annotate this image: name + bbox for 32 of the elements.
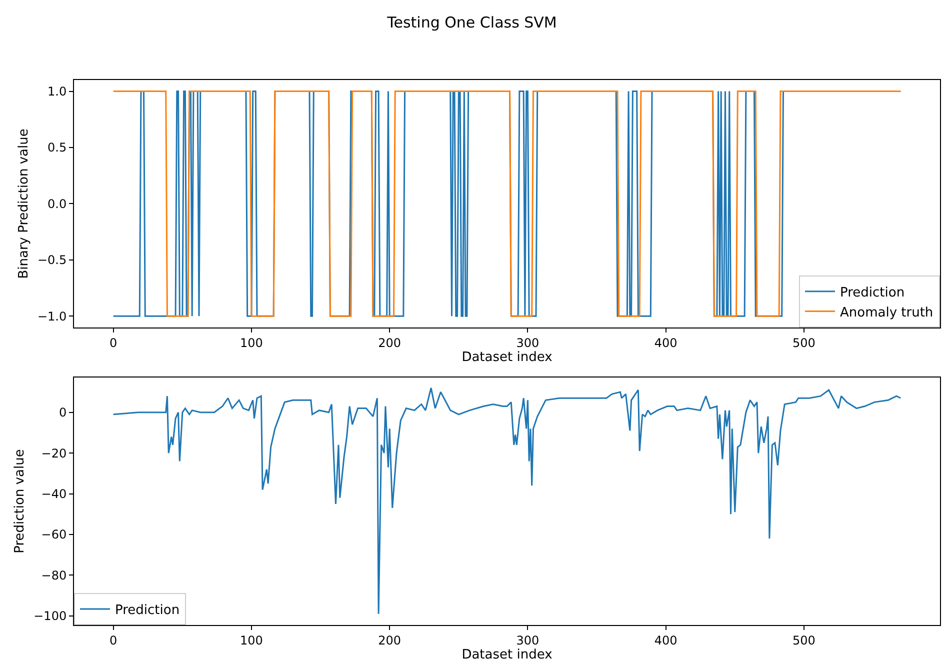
x-tick-label: 100 <box>240 336 263 350</box>
x-axis-title: Dataset index <box>462 350 553 365</box>
y-tick-label: −60 <box>41 528 67 542</box>
y-tick-label: 0 <box>58 406 67 420</box>
y-tick-label: −80 <box>41 568 67 582</box>
y-tick-label: −40 <box>41 486 67 501</box>
x-tick-label: 500 <box>792 336 816 350</box>
y-tick-label: −1.0 <box>37 309 67 324</box>
x-tick-label: 100 <box>240 633 263 648</box>
y-axis-title: Prediction value <box>12 449 28 554</box>
x-tick-label: 300 <box>516 336 540 350</box>
legend-label: Prediction <box>840 285 905 300</box>
y-tick-label: 0.0 <box>48 196 67 211</box>
y-tick-label: 1.0 <box>48 84 67 98</box>
y-tick-label: 0.5 <box>48 140 67 155</box>
x-tick-label: 0 <box>110 633 118 648</box>
x-tick-label: 0 <box>110 336 118 350</box>
x-tick-label: 200 <box>378 633 402 648</box>
chart-title: Testing One Class SVM <box>386 13 557 32</box>
y-tick-label: −20 <box>41 446 67 460</box>
legend-label: Anomaly truth <box>840 305 934 320</box>
y-tick-label: −0.5 <box>37 253 67 268</box>
x-tick-label: 400 <box>654 633 678 648</box>
x-tick-label: 500 <box>792 633 816 648</box>
x-tick-label: 200 <box>378 336 402 350</box>
line-series <box>112 387 902 615</box>
legend-label: Prediction <box>115 603 180 618</box>
y-axis-title: Binary Prediction value <box>16 128 32 279</box>
y-tick-label: −100 <box>34 609 67 624</box>
x-tick-label: 400 <box>654 336 678 350</box>
x-axis-title: Dataset index <box>462 647 553 662</box>
x-tick-label: 300 <box>516 633 540 648</box>
